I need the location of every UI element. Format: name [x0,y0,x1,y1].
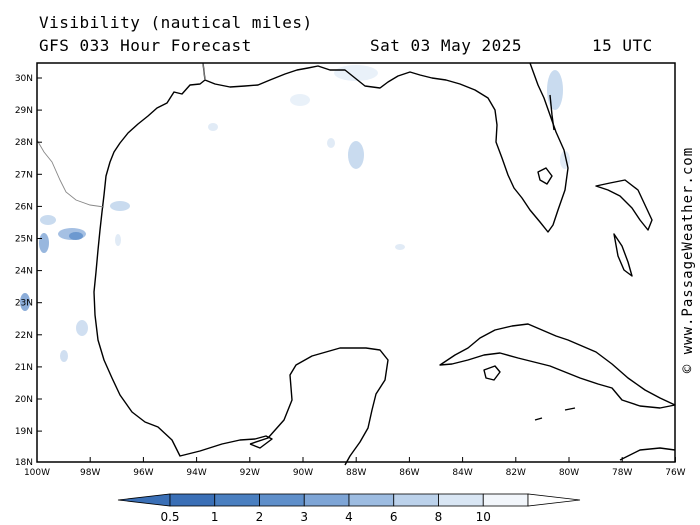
lat-tick-label: 29N [15,106,33,116]
lon-tick-label: 94W [186,468,206,478]
lat-tick-label: 23N [15,299,33,309]
map-frame [36,62,676,463]
lon-tick-label: 92W [240,468,260,478]
colorbar-low-arrow [117,493,171,507]
lon-tick-label: 76W [665,468,685,478]
lat-tick-label: 26N [15,202,33,212]
lat-tick-label: 20N [15,395,33,405]
lat-tick-label: 30N [15,74,33,84]
colorbar-label: 0.5 [160,510,179,524]
lat-tick-label: 19N [15,427,33,437]
lat-tick-label: 27N [15,170,33,180]
lon-tick-label: 98W [80,468,100,478]
border-lines [36,62,206,208]
credit-label: © www.PassageWeather.com [680,146,696,374]
latitude-axis: 30N 29N 28N 27N 26N 25N 24N 23N 22N 21N 20N 19N 18N [15,74,42,468]
colorbar-label: 3 [300,510,308,524]
lat-tick-label: 18N [15,458,33,468]
lon-tick-label: 82W [506,468,526,478]
forecast-time: 15 UTC [592,36,653,55]
lat-tick-label: 25N [15,235,33,245]
colorbar-label: 1 [211,510,219,524]
longitude-axis: 100W 98W 96W 94W 92W 90W 88W 86W 84W 82W 80W 78W 76W [24,457,686,478]
lon-tick-label: 100W [24,468,50,478]
lat-tick-label: 28N [15,138,33,148]
lon-tick-label: 90W [293,468,313,478]
lat-tick-label: 22N [15,331,33,341]
lon-tick-label: 84W [452,468,472,478]
map-title: Visibility (nautical miles) [39,13,313,32]
lon-tick-label: 86W [399,468,419,478]
lon-tick-label: 88W [346,468,366,478]
colorbar-segment [259,493,305,507]
colorbar-segment [169,493,216,507]
forecast-label: GFS 033 Hour Forecast [39,36,252,55]
coastline [93,62,676,466]
colorbar-label: 10 [476,510,491,524]
lat-tick-label: 24N [15,267,33,277]
forecast-date: Sat 03 May 2025 [370,36,522,55]
colorbar-segment [393,493,439,507]
colorbar-high-arrow [527,493,581,507]
lat-tick-label: 21N [15,363,33,373]
lon-tick-label: 78W [612,468,632,478]
colorbar-label: 6 [390,510,398,524]
colorbar-label: 4 [345,510,353,524]
lon-tick-label: 96W [133,468,153,478]
lon-tick-label: 80W [559,468,579,478]
colorbar-segment [438,493,484,507]
colorbar-segment [303,493,350,507]
colorbar-segment [214,493,260,507]
visibility-colorbar: 0.5 1 2 3 4 6 8 10 [117,493,581,524]
colorbar-label: 8 [435,510,443,524]
colorbar-label: 2 [256,510,264,524]
colorbar-segment [348,493,395,507]
colorbar-segment [482,493,529,507]
